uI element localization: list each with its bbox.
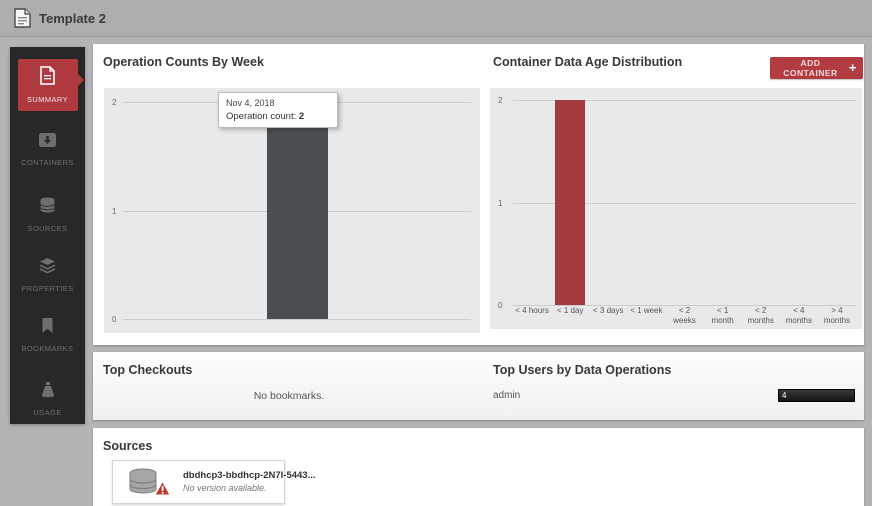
sidebar-item-label: BOOKMARKS	[21, 344, 74, 353]
source-card[interactable]: dbdhcp3-bbdhcp-2N7I-5443... No version a…	[112, 460, 316, 504]
source-status: No version available.	[183, 483, 267, 493]
chart-grid-area	[123, 88, 471, 333]
source-name: dbdhcp3-bbdhcp-2N7I-5443...	[183, 470, 316, 481]
source-database-warning-icon	[126, 468, 171, 501]
sidebar-item-summary[interactable]: SUMMARY	[10, 59, 85, 111]
containers-icon	[38, 133, 57, 152]
top-bar: Template 2	[0, 0, 872, 37]
x-axis-tick-label: < 3 days	[593, 306, 624, 315]
bookmarks-icon	[41, 318, 54, 338]
summary-charts-panel: Operation Counts By Week Container Data …	[93, 44, 864, 345]
tooltip-date: Nov 4, 2018	[226, 98, 275, 108]
gridline	[513, 202, 856, 204]
y-axis-tick-label: 2	[112, 98, 117, 107]
x-axis-tick-label: < 2 months	[747, 306, 774, 325]
sidebar-item-sources[interactable]: SOURCES	[10, 190, 85, 238]
tooltip-value: 2	[298, 111, 305, 122]
y-axis-tick-label: 1	[112, 206, 117, 216]
user-operations-bar: 4	[778, 389, 855, 402]
template-document-icon	[14, 8, 31, 33]
sidebar-nav: SUMMARY CONTAINERS	[10, 47, 85, 424]
top-checkouts-title: Top Checkouts	[103, 363, 193, 377]
top-users-title: Top Users by Data Operations	[493, 363, 672, 377]
gridline	[513, 305, 856, 306]
x-axis-tick-label: > 4 months	[823, 306, 851, 325]
user-name: admin	[493, 390, 521, 401]
no-bookmarks-message: No bookmarks.	[253, 390, 325, 402]
plus-icon: +	[848, 60, 857, 75]
x-axis-tick-label: < 1 day	[556, 306, 584, 315]
sidebar-item-label: SOURCES	[27, 224, 68, 233]
tooltip-label: Operation count:	[226, 111, 297, 122]
y-axis-tick-label: 1	[498, 198, 503, 208]
page-title: Template 2	[39, 11, 106, 26]
x-axis-tick-label: < 1 month	[711, 306, 734, 325]
sidebar-item-usage[interactable]: USAGE	[10, 374, 85, 422]
chart-title-data-age: Container Data Age Distribution	[493, 55, 683, 69]
y-axis-tick-label: 2	[498, 96, 503, 105]
sources-panel: Sources dbdhcp3-bbdhcp-2N7I-5443... No v…	[93, 428, 864, 506]
data-age-chart-plot: < 4 hours < 1 day < 3 days < 1 week < 2 weeks…	[490, 88, 862, 329]
gridline	[513, 100, 856, 101]
x-axis-tick-label: < 2 weeks	[673, 306, 696, 325]
y-axis-tick-label: 0	[112, 315, 117, 324]
properties-layers-icon	[38, 258, 57, 278]
checkouts-users-panel: Top Checkouts No bookmarks. Top Users by…	[93, 352, 864, 420]
sidebar-item-containers[interactable]: CONTAINERS	[10, 125, 85, 173]
summary-document-icon	[39, 66, 56, 89]
x-axis-tick-label: < 4 hours	[515, 306, 549, 315]
chart-bar[interactable]	[555, 100, 586, 305]
sidebar-item-bookmarks[interactable]: BOOKMARKS	[10, 310, 85, 358]
chart-tooltip: Nov 4, 2018 Operation count: 2	[218, 92, 338, 128]
add-container-label: ADD CONTAINER	[783, 58, 838, 78]
sidebar-item-label: PROPERTIES	[21, 284, 74, 293]
x-axis-tick-label: < 4 months	[785, 306, 812, 325]
sidebar-item-label: USAGE	[33, 408, 62, 417]
x-axis-tick-label: < 1 week	[630, 306, 663, 315]
sources-title: Sources	[103, 439, 153, 453]
chart-grid-area: < 4 hours < 1 day < 3 days < 1 week < 2 weeks…	[513, 88, 856, 329]
operations-chart-plot: Nov 4, 2018 Operation count: 2 0 1 2	[104, 88, 480, 333]
usage-icon	[40, 382, 56, 402]
gridline	[123, 319, 471, 320]
y-axis-tick-label: 0	[498, 301, 503, 310]
sidebar-item-properties[interactable]: PROPERTIES	[10, 250, 85, 298]
add-container-button[interactable]: ADD CONTAINER +	[770, 57, 863, 79]
sidebar-item-label: SUMMARY	[27, 95, 68, 104]
sources-database-icon	[39, 197, 56, 218]
chart-bar[interactable]	[266, 102, 328, 319]
chart-title-operations: Operation Counts By Week	[103, 55, 264, 69]
sidebar-item-label: CONTAINERS	[21, 158, 74, 167]
